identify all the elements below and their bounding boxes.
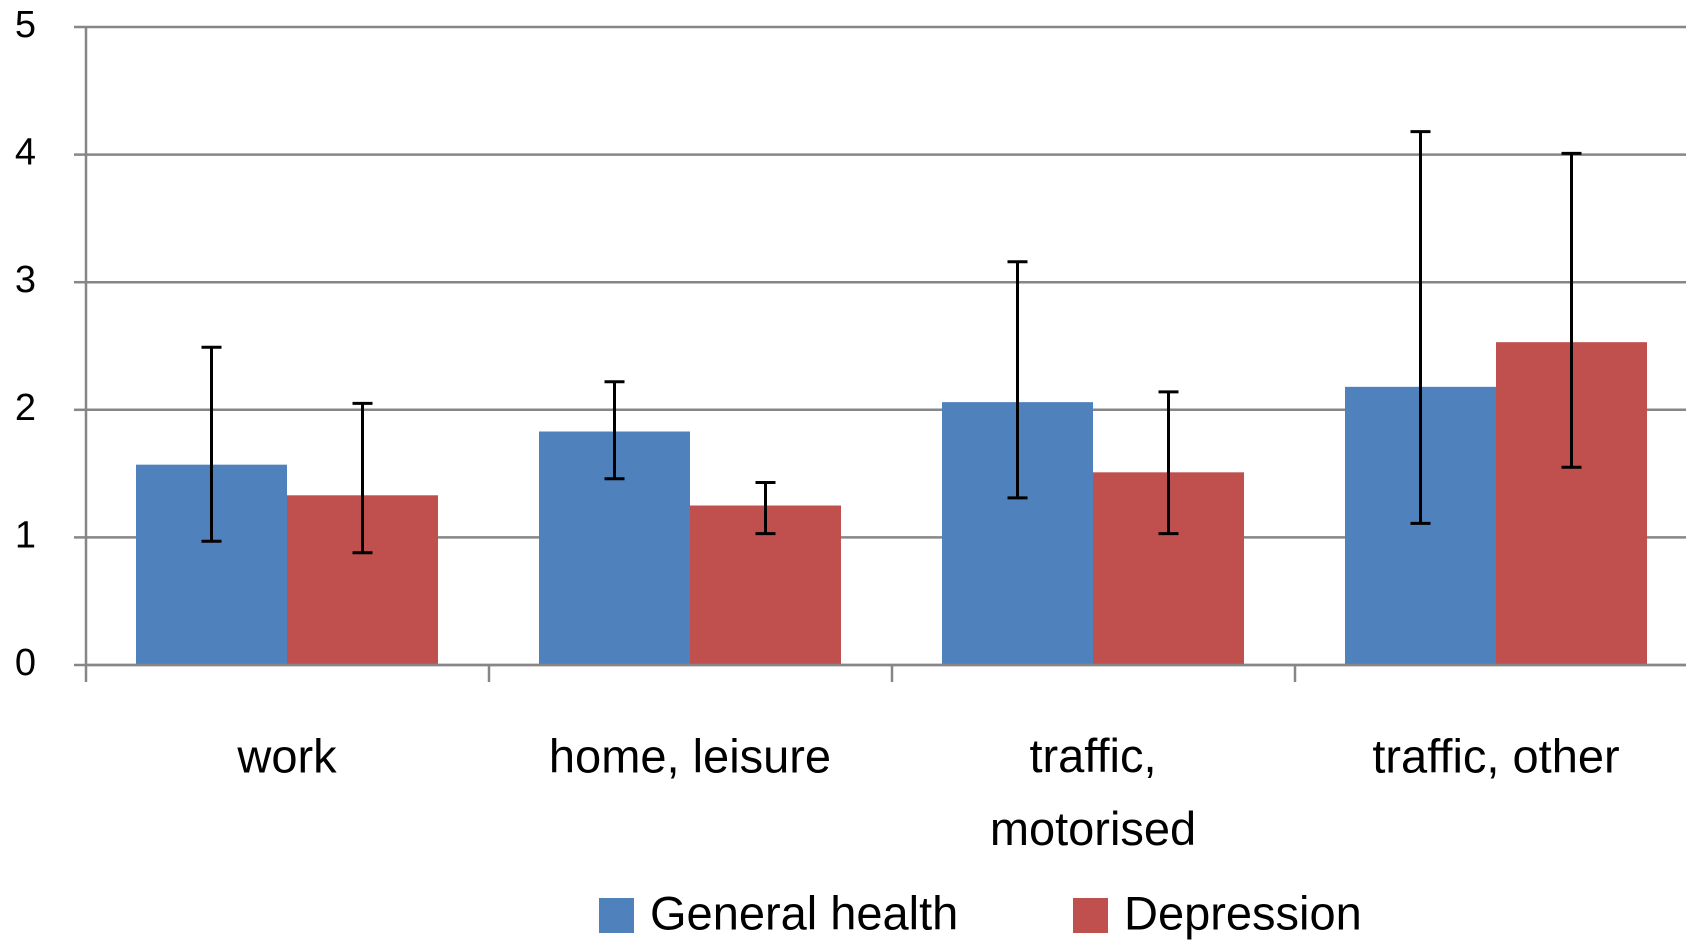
error-bar	[201, 345, 222, 543]
x-tick-label-line: motorised	[990, 802, 1196, 855]
x-tick-label: work	[236, 729, 337, 782]
error-bar	[1410, 130, 1431, 525]
error-bar	[1561, 151, 1582, 469]
x-tick-label: traffic, other	[1372, 729, 1619, 782]
x-tick-label: home, leisure	[549, 729, 831, 782]
legend-label: General health	[650, 886, 958, 939]
y-tick-label: 3	[15, 259, 36, 301]
x-tick-label-line: traffic,	[1029, 729, 1156, 782]
error-bar	[1007, 260, 1028, 500]
y-tick-label: 2	[15, 387, 36, 429]
y-tick-label: 1	[15, 514, 36, 556]
y-tick-label: 4	[15, 132, 36, 174]
error-bar	[755, 481, 776, 536]
error-bar	[604, 380, 625, 481]
x-tick-label: traffic, motorised	[990, 729, 1196, 855]
error-bar	[1158, 390, 1179, 536]
legend-label: Depression	[1124, 886, 1362, 939]
error-bar	[352, 401, 373, 555]
legend-swatch	[599, 898, 634, 933]
legend-swatch	[1073, 898, 1108, 933]
y-tick-label: 0	[15, 642, 36, 684]
y-tick-label: 5	[15, 4, 36, 46]
